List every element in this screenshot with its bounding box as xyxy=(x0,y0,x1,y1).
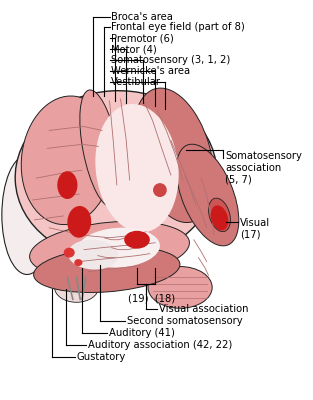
Ellipse shape xyxy=(176,144,239,246)
Ellipse shape xyxy=(80,90,121,207)
Ellipse shape xyxy=(211,205,228,230)
Ellipse shape xyxy=(15,91,217,260)
Ellipse shape xyxy=(54,272,99,302)
Text: Vestibular: Vestibular xyxy=(111,77,162,87)
Ellipse shape xyxy=(74,259,83,266)
Ellipse shape xyxy=(57,171,77,199)
Ellipse shape xyxy=(208,198,230,232)
Ellipse shape xyxy=(153,183,167,197)
Ellipse shape xyxy=(2,155,52,274)
Text: Auditory association (42, 22): Auditory association (42, 22) xyxy=(88,340,232,350)
Text: Somatosensory (3, 1, 2): Somatosensory (3, 1, 2) xyxy=(111,55,231,65)
Text: Auditory (41): Auditory (41) xyxy=(109,328,174,338)
Ellipse shape xyxy=(30,222,189,278)
Ellipse shape xyxy=(134,88,214,222)
Text: Visual association: Visual association xyxy=(159,304,249,314)
Text: Premotor (6): Premotor (6) xyxy=(111,33,174,43)
Ellipse shape xyxy=(95,104,179,232)
Ellipse shape xyxy=(67,206,91,238)
Ellipse shape xyxy=(68,240,118,270)
Text: Broca's area: Broca's area xyxy=(111,12,173,22)
Ellipse shape xyxy=(148,266,212,308)
Ellipse shape xyxy=(78,228,160,268)
Ellipse shape xyxy=(21,96,114,224)
Text: Wernicke's area: Wernicke's area xyxy=(111,66,191,76)
Text: Motor (4): Motor (4) xyxy=(111,44,157,54)
Text: Second somatosensory: Second somatosensory xyxy=(127,316,243,326)
Text: (19)  (18): (19) (18) xyxy=(128,293,175,303)
Text: Visual
(17): Visual (17) xyxy=(240,218,270,240)
Text: Frontal eye field (part of 8): Frontal eye field (part of 8) xyxy=(111,22,245,32)
Ellipse shape xyxy=(64,248,75,258)
Text: Gustatory: Gustatory xyxy=(77,352,126,362)
Ellipse shape xyxy=(124,231,150,249)
Text: Somatosensory
association
(5, 7): Somatosensory association (5, 7) xyxy=(225,151,302,184)
Ellipse shape xyxy=(33,246,180,292)
